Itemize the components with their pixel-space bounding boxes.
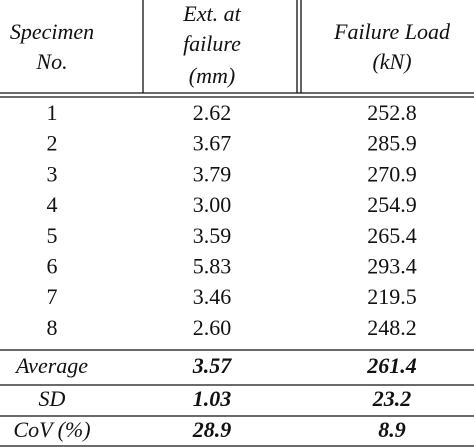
summary-value: 23.2 [372, 386, 412, 411]
cell: 3 [47, 161, 58, 186]
cell: 248.2 [367, 315, 417, 340]
cell: 252.8 [367, 100, 417, 125]
cell: 270.9 [367, 161, 417, 186]
header-cell: (mm) [189, 63, 235, 88]
cell: 254.9 [367, 192, 417, 217]
cell: 7 [47, 284, 58, 309]
summary-label: CoV (%) [13, 417, 90, 442]
cell: 3.79 [193, 161, 232, 186]
header-cell: Specimen [10, 19, 94, 44]
summary-value: 28.9 [192, 417, 232, 442]
cell: 8 [47, 315, 58, 340]
summary-value: 3.57 [192, 353, 233, 378]
header-cell: (kN) [372, 49, 411, 74]
cell: 3.46 [193, 284, 232, 309]
cell: 2.62 [193, 100, 232, 125]
header-cell: Failure Load [333, 19, 451, 44]
cell: 5.83 [193, 254, 232, 279]
header-cell: Ext. at [182, 1, 241, 26]
cell: 2 [47, 131, 58, 156]
summary-value: 261.4 [366, 353, 417, 378]
summary-value: 8.9 [378, 417, 406, 442]
cell: 2.60 [193, 315, 232, 340]
summary-label: SD [39, 386, 66, 411]
cell: 3.67 [193, 131, 232, 156]
summary-label: Average [14, 353, 88, 378]
cell: 285.9 [367, 131, 417, 156]
header-cell: No. [35, 49, 67, 74]
cell: 1 [47, 100, 58, 125]
cell: 265.4 [367, 223, 417, 248]
cell: 6 [47, 254, 58, 279]
cell: 4 [47, 192, 58, 217]
cell: 3.00 [193, 192, 232, 217]
header-cell: failure [183, 31, 241, 56]
cell: 3.59 [193, 223, 232, 248]
cell: 293.4 [367, 254, 417, 279]
summary-value: 1.03 [193, 386, 232, 411]
cell: 5 [47, 223, 58, 248]
cell: 219.5 [367, 284, 417, 309]
